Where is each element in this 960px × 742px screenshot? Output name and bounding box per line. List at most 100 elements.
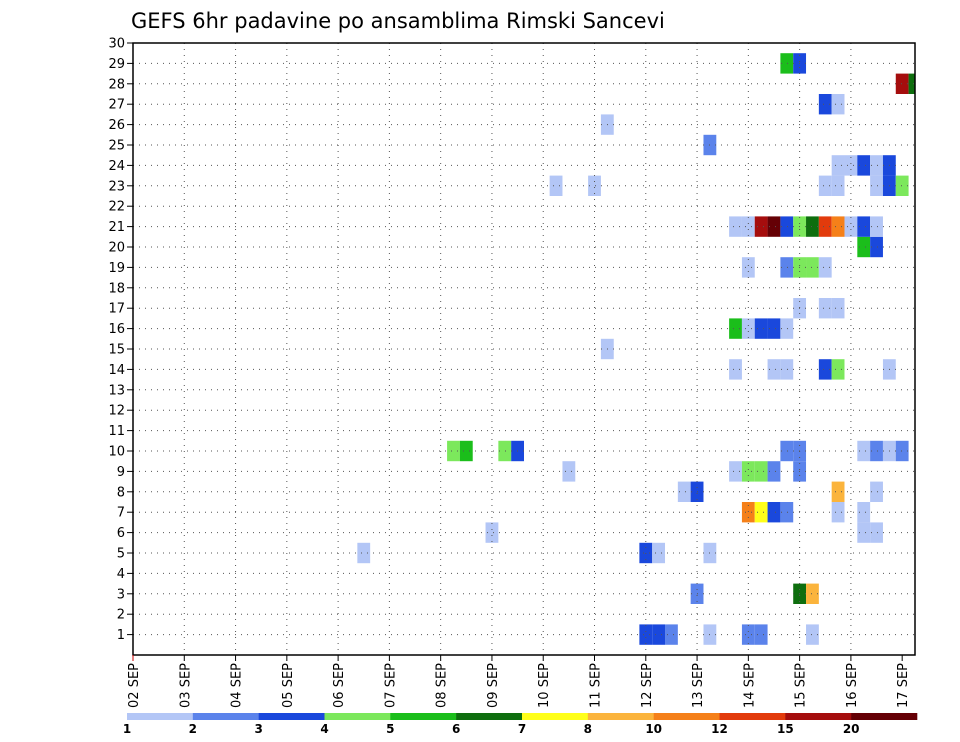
y-tick-label: 25 (108, 139, 125, 154)
colorbar: 1 2 3 4 5 6 7 8 10 12 15 20 (123, 713, 918, 736)
colorbar-label: 4 (320, 722, 328, 736)
colorbar-swatch (456, 713, 523, 720)
precip-cell (857, 236, 871, 258)
precip-cell (447, 440, 460, 462)
x-tick-label: 09 SEP (486, 663, 501, 708)
x-tick-label: 06 SEP (332, 663, 347, 708)
precip-cell (831, 155, 845, 176)
precip-cell (639, 624, 653, 645)
precip-cell (741, 257, 755, 278)
precip-cell (857, 522, 871, 543)
precip-cell (729, 461, 742, 482)
colorbar-swatch (851, 713, 918, 720)
y-tick-label: 30 (108, 37, 125, 52)
y-tick-label: 19 (108, 261, 125, 276)
precip-cell (780, 257, 794, 278)
precip-cell (652, 624, 666, 645)
precip-cell (857, 502, 871, 523)
precip-cell (780, 440, 794, 462)
y-tick-label: 20 (108, 241, 125, 256)
precip-cell (806, 257, 819, 278)
y-tick-label: 28 (108, 77, 125, 92)
x-tick-label: 05 SEP (281, 663, 296, 708)
precip-cell (870, 481, 883, 502)
precip-cell (870, 216, 883, 237)
precip-cell (780, 53, 794, 74)
precip-cell (844, 155, 858, 176)
y-tick-label: 11 (108, 424, 125, 439)
x-tick-label: 04 SEP (230, 663, 245, 708)
y-tick-label: 7 (117, 506, 125, 521)
colorbar-swatch (390, 713, 457, 720)
precip-cell (767, 359, 781, 380)
precip-cell (767, 502, 781, 523)
precip-cell (908, 73, 915, 94)
precip-cell (831, 298, 845, 319)
colorbar-label: 5 (386, 722, 394, 736)
precip-cell (818, 175, 832, 196)
chart-title: GEFS 6hr padavine po ansamblima Rimski S… (131, 9, 665, 33)
colorbar-swatch (127, 713, 194, 720)
colorbar-label: 15 (777, 722, 794, 736)
precip-cell (754, 502, 768, 523)
precip-cell (754, 461, 768, 482)
precip-cell (357, 542, 371, 564)
x-tick-label: 13 SEP (691, 663, 706, 708)
colorbar-label: 10 (645, 722, 662, 736)
y-tick-label: 15 (108, 343, 125, 358)
precip-cell (498, 440, 512, 462)
precip-cell (588, 175, 601, 196)
colorbar-label: 3 (254, 722, 262, 736)
colorbar-label: 12 (711, 722, 728, 736)
precip-cell (652, 542, 666, 564)
y-tick-label: 21 (108, 220, 125, 235)
precip-cell (844, 216, 858, 237)
colorbar-label: 8 (584, 722, 592, 736)
y-tick-label: 2 (117, 608, 125, 623)
x-tick-label: 17 SEP (896, 663, 911, 708)
grid-lines (133, 43, 915, 655)
precip-cell (870, 522, 883, 543)
x-tick-label: 07 SEP (383, 663, 398, 708)
precip-cell (831, 359, 845, 380)
precip-cell (729, 359, 742, 380)
x-tick-label: 16 SEP (845, 663, 860, 708)
y-tick-label: 6 (117, 526, 125, 541)
precip-cell (741, 502, 755, 523)
precip-cell (831, 94, 845, 115)
precip-cell (818, 257, 832, 278)
y-tick-label: 14 (108, 363, 125, 378)
x-tick-label: 08 SEP (435, 663, 450, 708)
precip-cell (562, 461, 576, 482)
precip-cell (665, 624, 678, 645)
y-tick-label: 4 (117, 567, 125, 582)
colorbar-label: 7 (518, 722, 526, 736)
y-tick-label: 1 (117, 628, 125, 643)
colorbar-label: 2 (189, 722, 197, 736)
y-tick-label: 16 (108, 322, 125, 337)
x-tick-label: 02 SEP (127, 663, 142, 708)
colorbar-swatch (785, 713, 852, 720)
y-tick-label: 10 (108, 445, 125, 460)
x-axis: 02 SEP 03 SEP 04 SEP 05 SEP 06 SEP 07 SEP 08 S… (127, 655, 911, 708)
precip-cell (895, 175, 909, 196)
y-tick-label: 27 (108, 98, 125, 113)
colorbar-swatch (653, 713, 720, 720)
y-tick-label: 18 (108, 281, 125, 296)
y-tick-label: 23 (108, 179, 125, 194)
precip-cell (729, 216, 742, 237)
precip-cell (818, 94, 832, 115)
precip-cell (857, 216, 871, 237)
y-tick-label: 13 (108, 383, 125, 398)
precip-cell (459, 440, 473, 462)
precip-cell (870, 440, 883, 462)
precip-cell (818, 359, 832, 380)
precip-cell (767, 216, 781, 237)
precip-cell (741, 318, 755, 339)
precip-cell (754, 624, 768, 645)
y-tick-label: 3 (117, 587, 125, 602)
x-tick-label: 15 SEP (794, 663, 809, 708)
x-tick-label: 10 SEP (537, 663, 552, 708)
x-tick-label: 03 SEP (178, 663, 193, 708)
